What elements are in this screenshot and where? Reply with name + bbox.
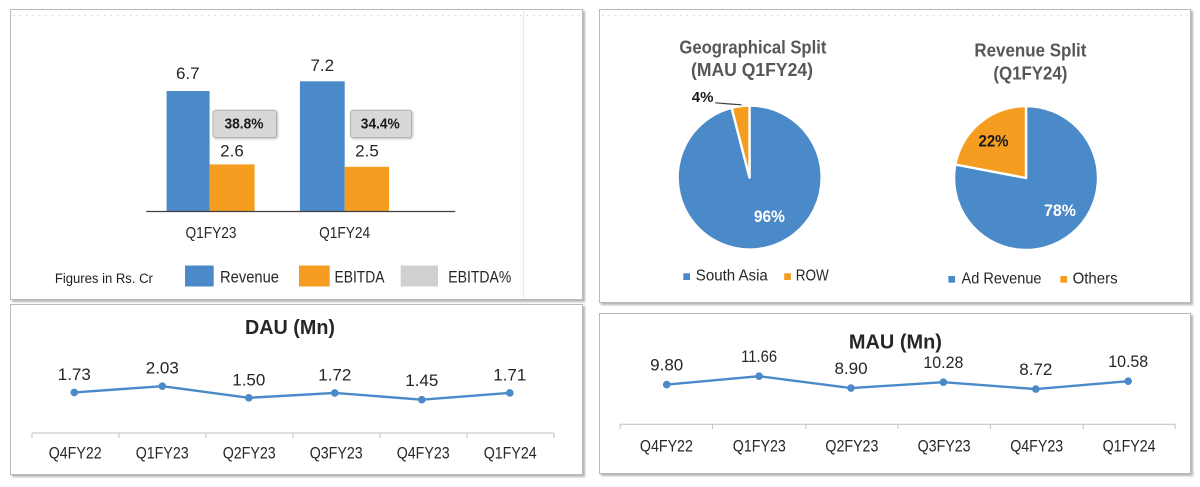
svg-text:9.80: 9.80 xyxy=(650,356,683,375)
svg-text:11.66: 11.66 xyxy=(741,347,777,366)
svg-text:Q4FY23: Q4FY23 xyxy=(1010,436,1063,455)
svg-text:1.72: 1.72 xyxy=(318,365,351,384)
svg-text:96%: 96% xyxy=(754,207,785,226)
svg-text:Q1FY23: Q1FY23 xyxy=(186,225,237,242)
svg-text:2.03: 2.03 xyxy=(146,359,179,378)
svg-text:DAU (Mn): DAU (Mn) xyxy=(245,317,335,339)
svg-text:1.45: 1.45 xyxy=(405,371,438,390)
svg-text:(MAU Q1FY24): (MAU Q1FY24) xyxy=(691,59,813,80)
svg-text:MAU (Mn): MAU (Mn) xyxy=(849,332,942,354)
svg-text:2.6: 2.6 xyxy=(220,142,244,161)
svg-text:Q4FY22: Q4FY22 xyxy=(640,436,693,455)
svg-text:4%: 4% xyxy=(692,89,714,106)
svg-text:2.5: 2.5 xyxy=(355,142,379,161)
svg-text:Ad Revenue: Ad Revenue xyxy=(962,271,1042,288)
svg-text:Q1FY24: Q1FY24 xyxy=(484,443,537,462)
svg-text:Revenue: Revenue xyxy=(220,268,279,287)
svg-text:38.8%: 38.8% xyxy=(225,115,264,132)
svg-text:Q2FY23: Q2FY23 xyxy=(223,443,276,462)
svg-text:7.2: 7.2 xyxy=(310,56,334,75)
svg-text:South Asia: South Asia xyxy=(696,268,768,285)
svg-text:1.73: 1.73 xyxy=(58,365,91,384)
svg-text:Q2FY23: Q2FY23 xyxy=(825,436,878,455)
svg-text:Others: Others xyxy=(1073,271,1118,288)
svg-text:Q1FY23: Q1FY23 xyxy=(136,443,189,462)
svg-text:ROW: ROW xyxy=(796,268,830,285)
svg-text:34.4%: 34.4% xyxy=(361,115,400,132)
svg-text:10.28: 10.28 xyxy=(923,353,963,372)
svg-text:6.7: 6.7 xyxy=(176,64,200,83)
svg-text:Q1FY24: Q1FY24 xyxy=(1103,436,1156,455)
svg-text:Q3FY23: Q3FY23 xyxy=(918,436,971,455)
svg-text:78%: 78% xyxy=(1044,201,1076,220)
svg-text:EBITDA: EBITDA xyxy=(335,268,386,287)
svg-text:Geographical Split: Geographical Split xyxy=(679,37,826,58)
svg-text:Q1FY24: Q1FY24 xyxy=(319,225,370,242)
svg-text:1.50: 1.50 xyxy=(232,370,265,389)
svg-text:8.72: 8.72 xyxy=(1019,360,1052,379)
svg-text:Q4FY22: Q4FY22 xyxy=(49,443,102,462)
svg-text:Figures in Rs. Cr: Figures in Rs. Cr xyxy=(55,271,153,286)
svg-text:22%: 22% xyxy=(979,131,1009,150)
svg-text:8.90: 8.90 xyxy=(834,359,867,378)
svg-text:10.58: 10.58 xyxy=(1108,352,1148,371)
svg-text:Q1FY23: Q1FY23 xyxy=(733,436,786,455)
svg-text:Revenue Split: Revenue Split xyxy=(974,39,1086,60)
svg-text:Q4FY23: Q4FY23 xyxy=(397,443,450,462)
svg-text:1.71: 1.71 xyxy=(493,365,526,384)
svg-text:EBITDA%: EBITDA% xyxy=(448,268,511,287)
svg-text:(Q1FY24): (Q1FY24) xyxy=(993,63,1067,84)
svg-text:Q3FY23: Q3FY23 xyxy=(310,443,363,462)
